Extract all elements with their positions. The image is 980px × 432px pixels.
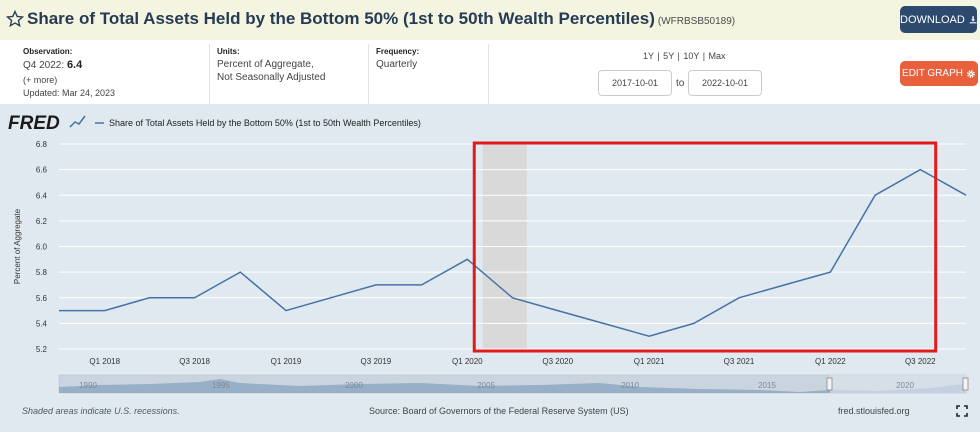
data-point <box>147 296 151 300</box>
more-link[interactable]: (+ more) <box>23 75 58 85</box>
series-id: (WFRBSB50189) <box>657 16 736 27</box>
fullscreen-icon[interactable] <box>956 405 968 417</box>
fred-url[interactable]: fred.stlouisfed.org <box>838 406 910 416</box>
source-note: Source: Board of Governors of the Federa… <box>369 406 629 416</box>
start-date-input[interactable]: 2017-10-01 <box>598 70 672 96</box>
data-point <box>511 296 515 300</box>
observation-label: Observation: <box>23 47 73 56</box>
y-tick-label: 5.2 <box>36 345 48 354</box>
data-point <box>828 270 832 274</box>
divider <box>488 44 489 104</box>
y-tick-label: 6.2 <box>36 217 48 226</box>
navigator-label: 2015 <box>758 381 776 390</box>
data-point <box>284 309 288 313</box>
data-point <box>238 270 242 274</box>
y-tick-label: 5.4 <box>36 319 48 328</box>
data-point <box>329 296 333 300</box>
observation-value: 6.4 <box>66 59 83 71</box>
navigator-handle-left <box>826 377 833 391</box>
data-point <box>193 296 197 300</box>
x-tick-label: Q3 2019 <box>361 357 392 366</box>
y-tick-label: 6.6 <box>36 166 48 175</box>
navigator-label: 2000 <box>345 381 363 390</box>
data-point <box>465 257 469 261</box>
fred-logo: FRED <box>8 113 60 134</box>
x-tick-label: Q1 2021 <box>634 357 665 366</box>
x-tick-label: Q1 2019 <box>271 357 302 366</box>
logo-spark-icon <box>69 115 86 128</box>
range-links[interactable]: 1Y | 5Y | 10Y | Max <box>643 51 726 61</box>
chart-panel: FRED Share of Total Assets Held by the Bo… <box>0 104 980 432</box>
data-point <box>918 168 922 172</box>
data-point <box>57 309 61 313</box>
star-icon[interactable] <box>6 10 24 28</box>
x-tick-label: Q1 2022 <box>815 357 846 366</box>
edit-graph-label: EDIT GRAPH <box>902 68 963 79</box>
data-point <box>103 309 107 313</box>
end-date-input[interactable]: 2022-10-01 <box>688 70 762 96</box>
x-tick-label: Q3 2021 <box>724 357 755 366</box>
y-tick-label: 6.0 <box>36 243 48 252</box>
recession-note: Shaded areas indicate U.S. recessions. <box>22 406 180 416</box>
units-line-2: Not Seasonally Adjusted <box>217 72 326 83</box>
page-title: Share of Total Assets Held by the Bottom… <box>27 9 735 29</box>
highlight-box <box>472 141 938 353</box>
navigator-label: 1990 <box>79 381 97 390</box>
divider <box>209 44 210 104</box>
data-point <box>692 321 696 325</box>
frequency-label: Frequency: <box>376 47 420 56</box>
navigator-area <box>59 379 966 393</box>
x-tick-label: Q3 2020 <box>542 357 573 366</box>
navigator-window <box>830 375 966 393</box>
line-chart: FRED Share of Total Assets Held by the Bo… <box>8 113 969 394</box>
data-point <box>737 296 741 300</box>
download-label: DOWNLOAD <box>900 13 965 26</box>
legend-label: Share of Total Assets Held by the Bottom… <box>109 118 421 128</box>
header-bar: Share of Total Assets Held by the Bottom… <box>0 0 980 40</box>
gear-icon <box>967 69 975 78</box>
data-point <box>374 283 378 287</box>
info-row: Observation: Q4 2022: 6.4 (+ more) Updat… <box>0 40 980 104</box>
title-text: Share of Total Assets Held by the Bottom… <box>27 9 655 28</box>
edit-graph-button[interactable]: EDIT GRAPH <box>900 61 978 86</box>
y-tick-label: 5.6 <box>36 294 48 303</box>
units-line-1: Percent of Aggregate, <box>217 59 314 70</box>
x-tick-label: Q3 2022 <box>905 357 936 366</box>
navigator-label: 1995 <box>212 381 230 390</box>
navigator-label: 2010 <box>621 381 639 390</box>
data-point <box>964 193 968 197</box>
x-tick-label: Q3 2018 <box>179 357 210 366</box>
x-tick-label: Q1 2020 <box>452 357 483 366</box>
units-label: Units: <box>217 47 240 56</box>
y-tick-label: 6.8 <box>36 140 48 149</box>
observation-period: Q4 2022: <box>23 60 65 71</box>
series-line <box>59 168 967 337</box>
download-icon <box>969 16 977 24</box>
data-point <box>873 193 877 197</box>
y-tick-label: 5.8 <box>36 268 48 277</box>
divider <box>368 44 369 104</box>
to-label: to <box>676 78 685 89</box>
navigator-label: 2005 <box>477 381 495 390</box>
updated-date: Updated: Mar 24, 2023 <box>23 88 116 98</box>
navigator-handle-right <box>962 377 969 391</box>
navigator-label: 2020 <box>896 381 914 390</box>
frequency-value: Quarterly <box>376 59 418 70</box>
data-point <box>647 334 651 338</box>
x-tick-label: Q1 2018 <box>89 357 120 366</box>
y-axis-label: Percent of Aggregate <box>13 208 22 284</box>
y-tick-label: 6.4 <box>36 191 48 200</box>
download-button[interactable]: DOWNLOAD <box>900 6 977 33</box>
data-point <box>783 283 787 287</box>
data-point <box>601 321 605 325</box>
data-point <box>556 309 560 313</box>
data-point <box>420 283 424 287</box>
observation: Q4 2022: 6.4 <box>23 59 82 72</box>
